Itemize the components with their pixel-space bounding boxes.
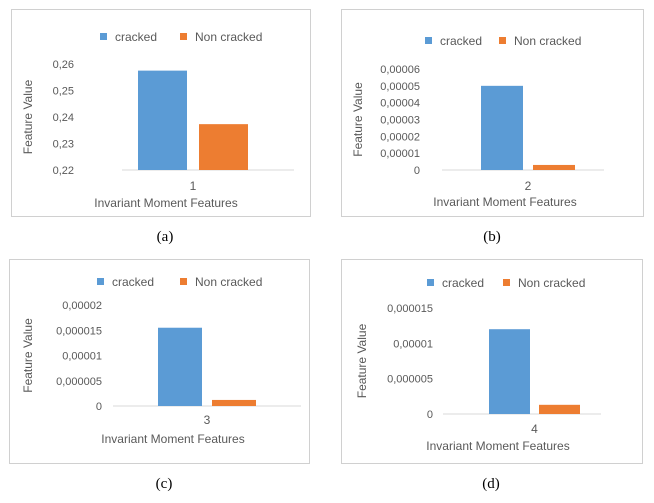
y-axis-title: Feature Value [351,82,365,157]
x-tick-label: 3 [204,413,211,427]
x-tick-label: 2 [525,179,532,193]
caption-c: (c) [155,476,173,492]
chart-panel-a: cracked Non cracked 0,26 0,25 0,24 0,23 0,22 1 I… [11,9,311,217]
y-tick-label: 0 [96,401,102,413]
y-tick-label: 0,00002 [62,300,102,312]
y-tick-label: 0,00003 [380,115,420,127]
y-tick-label: 0 [414,165,420,177]
y-axis-title: Feature Value [355,323,369,398]
y-tick-label: 0 [427,409,433,421]
legend-label-non-cracked: Non cracked [518,276,585,290]
legend-swatch-non-cracked [180,33,187,40]
x-tick-label: 1 [190,179,197,193]
legend-swatch-non-cracked [503,279,510,286]
y-tick-label: 0,00001 [380,148,420,160]
legend-swatch-non-cracked [499,37,506,44]
bar-cracked [138,70,187,170]
bar-non-cracked [533,164,575,170]
y-tick-label: 0,000015 [56,325,102,337]
y-tick-label: 0,26 [53,59,74,71]
legend-label-cracked: cracked [442,276,484,290]
y-tick-label: 0,00006 [380,64,420,76]
chart-svg-c: cracked Non cracked 0,00002 0,000015 0,00001… [21,275,301,446]
caption-b: (b) [483,229,501,245]
x-axis-title: Invariant Moment Features [101,432,244,446]
chart-svg-d: cracked Non cracked 0,000015 0,00001 0,00000… [355,276,601,453]
legend-label-cracked: cracked [112,275,154,289]
y-tick-label: 0,22 [53,165,74,177]
bar-non-cracked [199,124,248,170]
bar-non-cracked [539,404,580,414]
y-axis-title: Feature Value [21,318,35,393]
chart-panel-b: cracked Non cracked 0,00006 0,00005 0,00004 0… [341,9,644,217]
chart-svg-b: cracked Non cracked 0,00006 0,00005 0,00004 0… [351,34,604,209]
y-tick-label: 0,25 [53,86,74,98]
x-tick-label: 4 [531,422,538,436]
legend-swatch-cracked [427,279,434,286]
x-axis-title: Invariant Moment Features [94,196,237,210]
legend-swatch-cracked [425,37,432,44]
x-axis-title: Invariant Moment Features [426,439,569,453]
caption-a: (a) [156,229,174,245]
y-tick-label: 0,00005 [380,81,420,93]
y-tick-label: 0,00002 [380,131,420,143]
y-tick-label: 0,000005 [387,374,433,386]
legend-label-non-cracked: Non cracked [195,30,262,44]
chart-svg-a: cracked Non cracked 0,26 0,25 0,24 0,23 0,22 1 I… [21,30,294,210]
bar-non-cracked [212,399,256,406]
chart-panel-c: cracked Non cracked 0,00002 0,000015 0,00001… [9,259,310,464]
y-tick-label: 0,000005 [56,376,102,388]
y-tick-label: 0,00004 [380,98,420,110]
y-tick-label: 0,23 [53,139,74,151]
y-tick-label: 0,24 [53,112,74,124]
legend-swatch-non-cracked [180,278,187,285]
legend-swatch-cracked [97,278,104,285]
y-tick-label: 0,00001 [62,351,102,363]
legend-label-non-cracked: Non cracked [514,34,581,48]
y-tick-label: 0,00001 [393,338,433,350]
legend-label-cracked: cracked [115,30,157,44]
bar-cracked [481,85,523,170]
caption-d: (d) [482,476,500,492]
legend-label-non-cracked: Non cracked [195,275,262,289]
legend-label-cracked: cracked [440,34,482,48]
x-axis-title: Invariant Moment Features [433,195,576,209]
y-tick-label: 0,000015 [387,303,433,315]
legend-swatch-cracked [100,33,107,40]
chart-panel-d: cracked Non cracked 0,000015 0,00001 0,00000… [341,259,643,464]
y-axis-title: Feature Value [21,79,35,154]
bar-cracked [489,329,530,414]
bar-cracked [158,327,202,406]
